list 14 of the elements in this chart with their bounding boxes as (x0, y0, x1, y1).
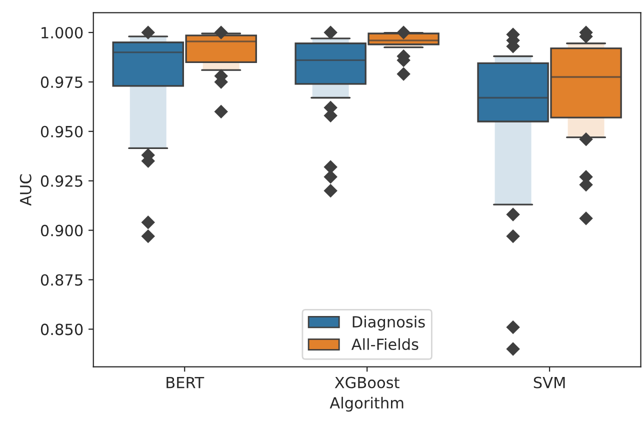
legend-label: All-Fields (351, 338, 418, 350)
y-axis-title: AUC (20, 174, 32, 206)
y-tick-label: 0.925 (40, 175, 82, 187)
y-tick-label: 1.000 (42, 26, 83, 39)
y-tick-label: 0.975 (40, 76, 82, 88)
y-tick-label: 0.950 (40, 126, 83, 138)
y-tick-label: 0.875 (40, 274, 82, 286)
x-tick-label: SVM (534, 376, 565, 388)
x-tick-label: BERT (166, 376, 204, 388)
legend-label: Diagnosis (352, 316, 425, 331)
x-axis-title: Algorithm (330, 396, 404, 412)
y-tick-label: 0.900 (40, 224, 83, 236)
x-tick-label: XGBoost (334, 376, 400, 388)
y-tick-label: 0.850 (40, 324, 83, 336)
